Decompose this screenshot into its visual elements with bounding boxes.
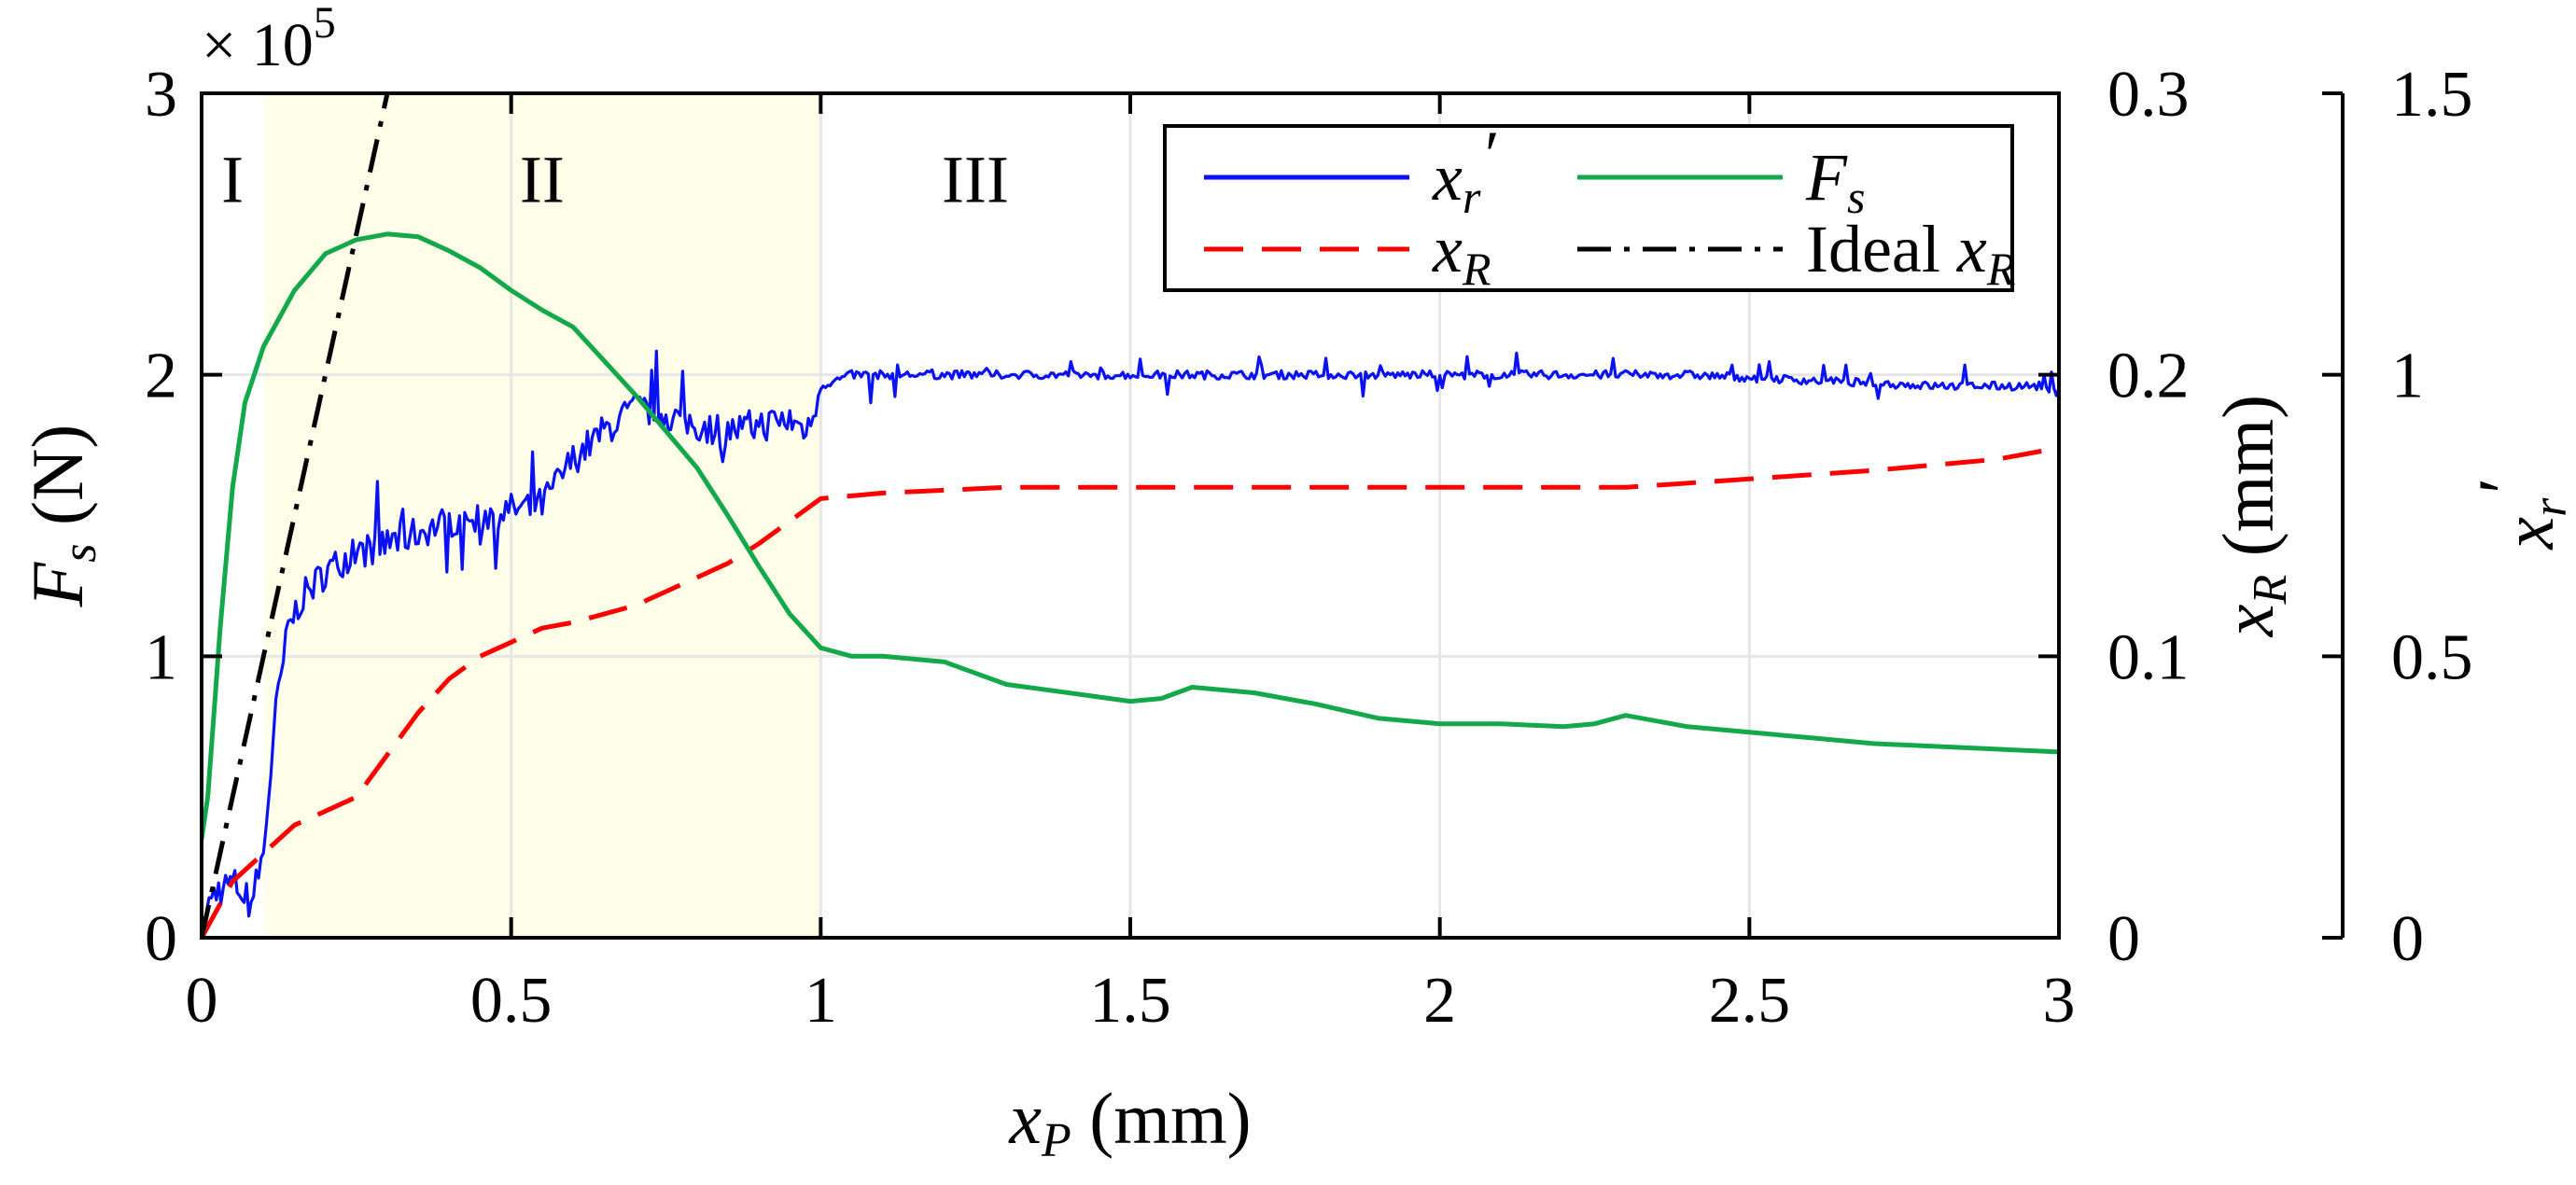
y-right1-tick-label: 0.1 (2107, 621, 2190, 693)
x-axis-label: xP (mm) (1008, 1078, 1251, 1167)
y-right2-tick-label: 1.5 (2391, 59, 2473, 131)
x-tick-label: 2.5 (1709, 965, 1791, 1037)
legend-label-sub: r (1463, 171, 1481, 223)
y-right2-tick-label: 1 (2391, 341, 2424, 412)
y-right1-tick-label: 0 (2107, 903, 2140, 975)
series-line-4 (202, 93, 390, 938)
y-right2-tick-label: 0 (2391, 903, 2424, 975)
y-right1-axis-label-unit: (mm) (2207, 395, 2289, 575)
y-left-tick-label: 2 (145, 341, 177, 412)
y-right2-tick-label: 0.5 (2391, 621, 2473, 693)
y-left-tick-label: 1 (145, 621, 177, 693)
series-line-2 (202, 445, 2059, 938)
legend-label-var: x (1956, 212, 1987, 286)
x-tick-label: 3 (2043, 965, 2076, 1037)
y-right2-axis-label-sub: r (2524, 497, 2576, 517)
series-line-3 (202, 231, 2059, 840)
x-axis-label-var: x (1008, 1078, 1042, 1159)
legend-label-3: xR (1432, 212, 1491, 295)
region-label-layer: I II III (221, 143, 1009, 217)
legend-label-var: x (1432, 140, 1463, 215)
x-tick-label: 0 (186, 965, 218, 1037)
x-axis-label-unit: (mm) (1071, 1078, 1252, 1159)
legend-box (1163, 124, 2014, 292)
y-left-axis-label-var: F (17, 561, 98, 607)
y-left-axis-label: Fs (N) (17, 425, 106, 608)
legend-label-2: Fs (1805, 140, 1865, 223)
legend-label-prefix: Ideal (1806, 212, 1957, 286)
legend-label-4: Ideal xR (1806, 212, 2015, 295)
series-line-1 (202, 349, 2059, 931)
y-left-exponent-power: 5 (314, 0, 336, 48)
y-right2-axis-label-prime: ′ (2463, 481, 2544, 498)
y-right1-axis-label-var: x (2207, 604, 2289, 637)
y-left-tick-label: 0 (145, 903, 177, 975)
region-label-1: I (221, 143, 244, 217)
legend-label-var: F (1805, 140, 1848, 215)
y-right1-axis-label-sub: R (2244, 575, 2297, 606)
legend-label-sub: R (1462, 243, 1491, 295)
y-right2-axis-label-var: x (2487, 516, 2569, 550)
y-left-exponent-label: × 105 (202, 0, 336, 79)
region-label-2: II (520, 143, 565, 217)
y-left-axis-label-unit: (N) (17, 425, 98, 544)
x-tick-label: 0.5 (470, 965, 553, 1037)
legend-label-var: x (1432, 212, 1463, 286)
x-tick-label: 2 (1423, 965, 1456, 1037)
legend-label-prime: ′ (1480, 118, 1496, 192)
x-tick-label: 1 (805, 965, 837, 1037)
y-right1-axis-label: xR (mm) (2207, 395, 2297, 637)
y-left-tick-label: 3 (145, 59, 177, 131)
y-left-axis-label-sub: s (53, 543, 106, 562)
y-right1-tick-label: 0.3 (2107, 59, 2190, 131)
legend-label-sub: R (1986, 243, 2016, 295)
x-tick-label: 1.5 (1089, 965, 1171, 1037)
region-label-3: III (942, 143, 1009, 217)
series-layer (202, 93, 2059, 938)
x-axis-label-sub: P (1041, 1114, 1071, 1167)
y-left-exponent-prefix: × 10 (202, 11, 314, 79)
legend-label-sub: s (1847, 171, 1865, 223)
y-right1-tick-label: 0.2 (2107, 341, 2190, 412)
legend-label-1: xr′ (1432, 118, 1496, 223)
y-right2-axis-label: xr′ (2463, 481, 2576, 551)
